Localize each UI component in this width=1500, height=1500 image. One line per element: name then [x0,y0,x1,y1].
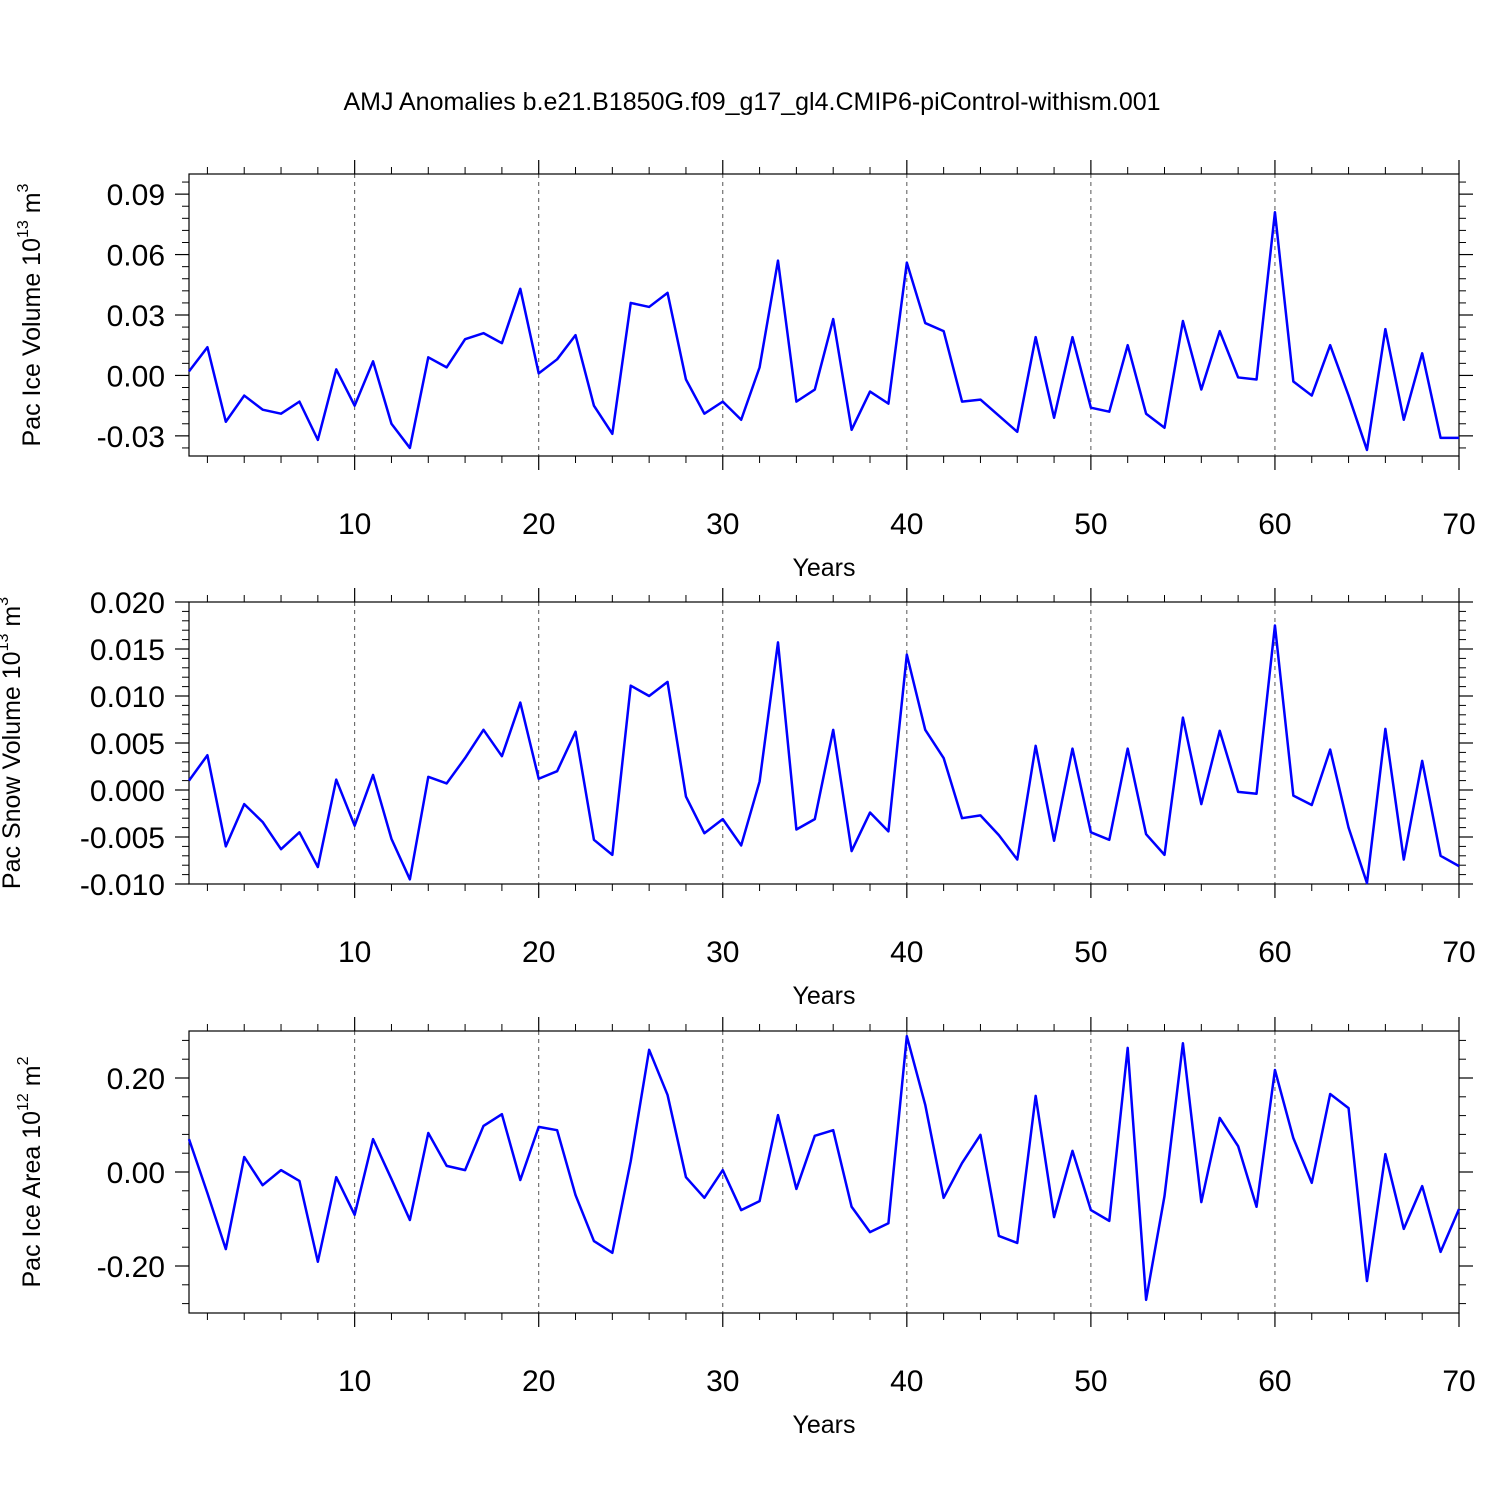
x-tick-label: 10 [338,936,371,969]
x-tick-label: 40 [890,1365,923,1398]
y-tick-label: 0.06 [107,240,165,273]
y-axis-label-sup: 13 [0,634,12,652]
x-tick-label: 10 [338,508,371,541]
x-tick-label: 30 [706,936,739,969]
x-tick-label: 50 [1074,508,1107,541]
y-axis-label-part: m [18,192,46,220]
y-axis-label-sup: 3 [15,183,32,192]
y-axis-label-sup: 13 [15,220,32,238]
y-tick-label: 0.00 [107,1157,165,1190]
x-tick-label: 60 [1258,936,1291,969]
y-tick-label: 0.015 [90,634,165,667]
data-line [188,211,1459,452]
plot-frame [188,173,1460,457]
y-axis-label-part: Pac Snow Volume 10 [0,651,26,889]
x-tick-label: 70 [1442,508,1475,541]
y-tick-label: 0.09 [107,179,165,212]
x-tick-label: 20 [522,1365,555,1398]
x-axis-label: Years [792,1411,855,1439]
y-axis-label: Pac Snow Volume 1013 m3 [0,597,26,889]
y-tick-label: 0.020 [90,587,165,620]
y-tick-label: -0.20 [97,1251,165,1284]
y-tick-label: 0.20 [107,1063,165,1096]
x-axis-label: Years [792,982,855,1010]
y-axis-label-part: Pac Ice Volume 10 [18,238,46,446]
y-tick-label: -0.03 [97,421,165,454]
chart-title: AMJ Anomalies b.e21.B1850G.f09_g17_gl4.C… [343,88,1160,116]
x-tick-label: 10 [338,1365,371,1398]
plot-frame [188,1030,1460,1314]
x-axis-label: Years [792,554,855,582]
x-tick-label: 20 [522,508,555,541]
y-tick-label: -0.010 [80,869,165,902]
x-tick-label: 70 [1442,936,1475,969]
x-tick-label: 60 [1258,508,1291,541]
x-tick-label: 60 [1258,1365,1291,1398]
x-tick-label: 50 [1074,936,1107,969]
data-line [187,1034,1461,1302]
y-tick-label: 0.010 [90,681,165,714]
x-tick-label: 20 [522,936,555,969]
y-axis-label: Pac Ice Area 1012 m2 [15,1056,45,1287]
y-axis-label-part: m [0,606,26,634]
plot-frame [188,601,1460,885]
y-tick-label: 0.00 [107,360,165,393]
y-tick-label: 0.005 [90,728,165,761]
y-axis-label-part: Pac Ice Area 10 [18,1111,46,1288]
x-tick-label: 30 [706,508,739,541]
data-line [187,624,1460,885]
y-axis-label-sup: 12 [15,1093,32,1111]
x-tick-label: 40 [890,508,923,541]
y-axis-label: Pac Ice Volume 1013 m3 [15,183,45,446]
y-axis-label-sup: 3 [0,597,12,606]
x-tick-label: 30 [706,1365,739,1398]
x-tick-label: 40 [890,936,923,969]
y-axis-label-sup: 2 [15,1056,32,1065]
y-tick-label: 0.000 [90,775,165,808]
y-tick-label: 0.03 [107,300,165,333]
y-axis-label-part: m [18,1065,46,1093]
y-tick-label: -0.005 [80,822,165,855]
x-tick-label: 50 [1074,1365,1107,1398]
x-tick-label: 70 [1442,1365,1475,1398]
